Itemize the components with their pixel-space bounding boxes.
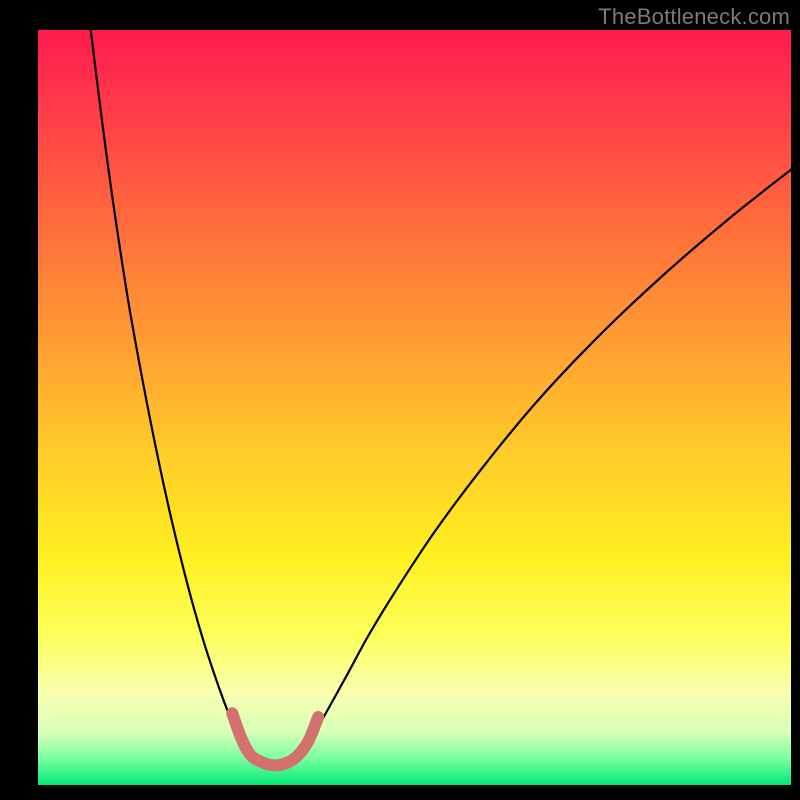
plot-area — [38, 30, 791, 785]
chart-svg — [38, 30, 791, 785]
chart-frame: TheBottleneck.com — [0, 0, 800, 800]
watermark-label: TheBottleneck.com — [598, 4, 790, 30]
chart-background — [38, 30, 791, 785]
